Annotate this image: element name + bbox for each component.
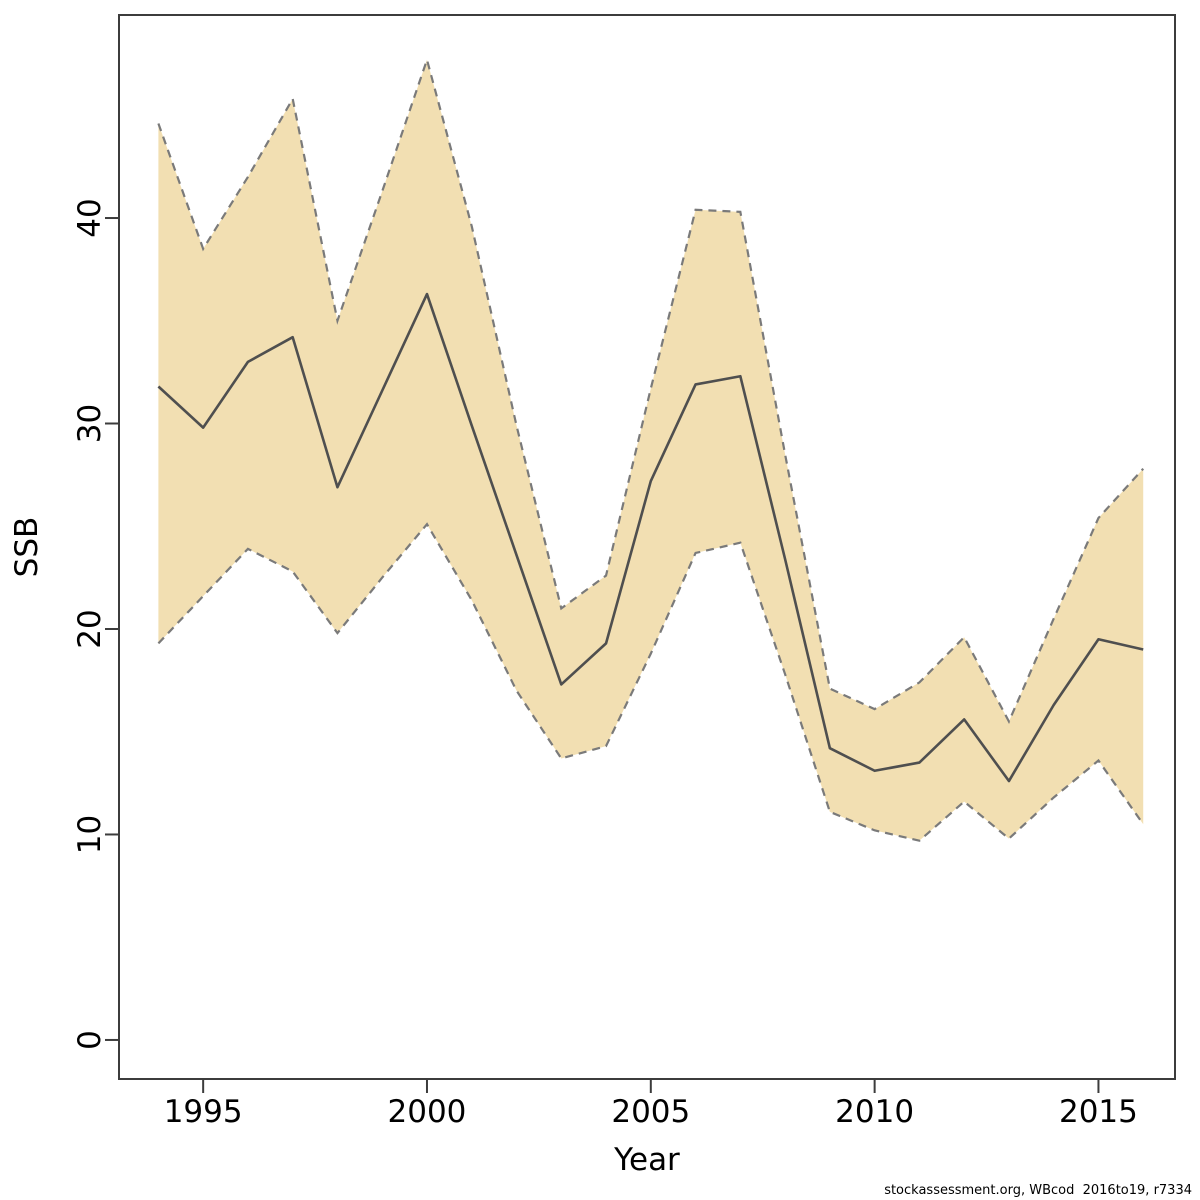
x-axis-label: Year xyxy=(613,1142,680,1178)
y-tick-label: 30 xyxy=(72,404,108,443)
x-tick-label: 2000 xyxy=(388,1094,467,1130)
central-line xyxy=(157,292,1144,783)
y-tick-label: 0 xyxy=(72,1030,108,1050)
lower-ci-line xyxy=(157,522,1145,842)
y-tick-label: 20 xyxy=(72,609,108,648)
x-tick-label: 2010 xyxy=(835,1094,914,1130)
x-tick-label: 1995 xyxy=(164,1094,243,1130)
y-tick-label: 40 xyxy=(72,198,108,237)
y-tick-label: 10 xyxy=(72,815,108,854)
footer-credit: stockassessment.org, WBcod 2016to19, r73… xyxy=(884,1183,1192,1198)
plot-box xyxy=(118,14,1176,1080)
x-tick-label: 2005 xyxy=(611,1094,690,1130)
y-axis-label: SSB xyxy=(9,517,45,578)
x-tick-label: 2015 xyxy=(1059,1094,1138,1130)
confidence-band xyxy=(158,59,1144,841)
